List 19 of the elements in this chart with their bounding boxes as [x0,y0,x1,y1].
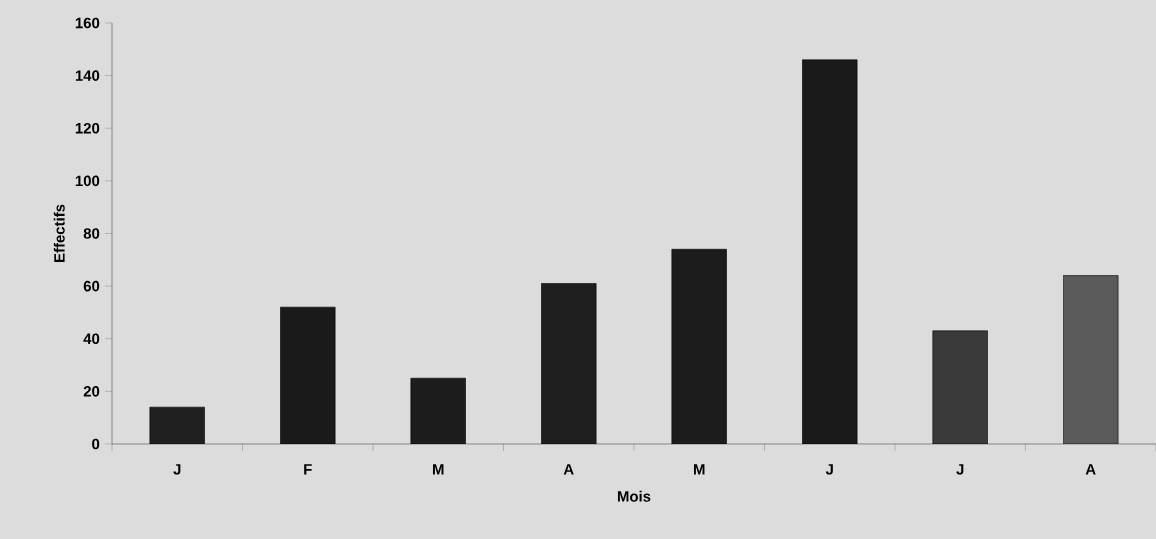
y-tick-label: 20 [83,386,100,397]
x-tick-label: A [563,464,574,475]
y-tick-label: 160 [75,17,100,29]
x-tick-label: F [304,464,312,475]
x-tick-label: J [173,464,181,475]
y-tick-label: 40 [83,333,100,345]
y-tick-label: 140 [75,70,100,81]
x-tick-label: A [1085,464,1096,475]
x-axis-title: Mois [617,490,651,502]
x-tick-label: J [825,464,833,475]
y-tick-label: 100 [75,175,100,187]
x-tick-label: M [694,464,705,475]
y-tick-label: 60 [83,280,100,292]
x-tick-label: J [956,464,964,475]
y-tick-label: 0 [92,438,100,450]
y-tick-label: 80 [83,228,100,239]
y-axis-title: Effectifs [53,204,65,262]
y-tick-label: 120 [75,122,100,134]
x-tick-label: M [433,464,444,475]
